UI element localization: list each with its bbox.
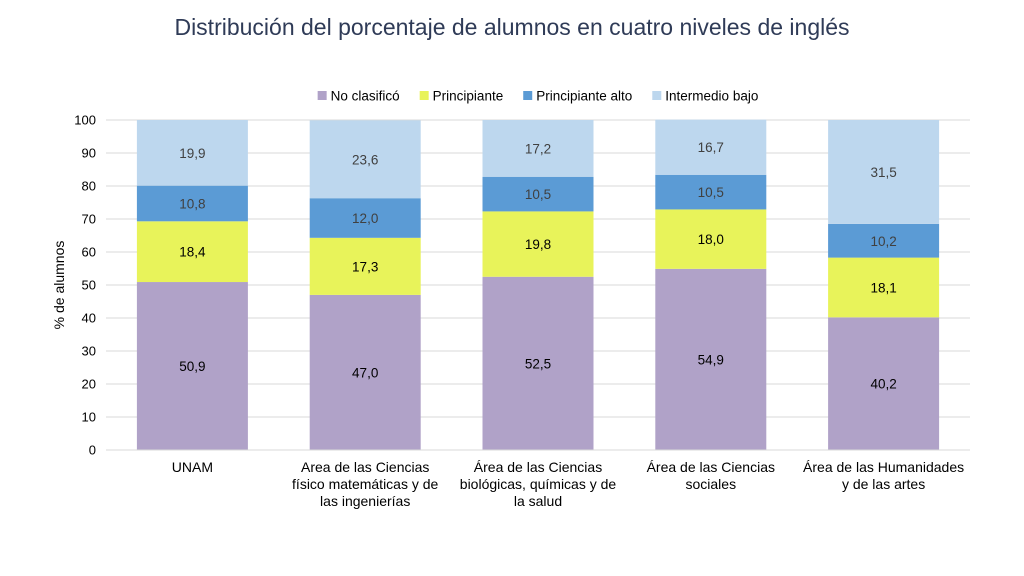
x-tick-label: Área de las Humanidades y de las artes [803, 459, 964, 492]
bar-segment [309, 120, 421, 199]
bar-segment [309, 237, 421, 295]
legend-swatch [523, 91, 533, 100]
bar-segment [482, 276, 594, 450]
bar-segment [655, 209, 767, 269]
y-axis-label: % de alumnos [51, 241, 67, 330]
bar-segment [655, 268, 767, 450]
x-tick-label: Area de las Ciencias físico matemáticas y… [292, 459, 438, 509]
data-label: 23,6 [352, 152, 378, 167]
data-label: 10,5 [698, 185, 724, 200]
bars: 50,9 18,4 10,8 19,9 47,0 17,3 12,0 23,6 52,5 19,8… [136, 119, 940, 450]
data-label: 18,4 [179, 245, 206, 260]
data-label: 19,9 [179, 146, 205, 161]
legend-swatch [419, 91, 429, 100]
bar-segment [655, 174, 767, 210]
x-tick-label: UNAM [172, 459, 213, 475]
data-label: 10,2 [870, 234, 896, 249]
bar-segment [828, 223, 940, 258]
legend: No clasificó Principiante Principiante alt… [317, 89, 758, 104]
legend-label: Principiante [433, 89, 504, 104]
legend-swatch [652, 91, 662, 100]
data-label: 47,0 [352, 365, 378, 380]
bar-segment [309, 294, 421, 450]
data-label: 18,0 [698, 232, 724, 247]
bar-segment [136, 282, 248, 450]
data-label: 10,8 [179, 196, 205, 211]
bar-segment [828, 120, 940, 224]
data-label: 10,5 [525, 187, 551, 202]
data-label: 40,2 [870, 377, 896, 392]
y-tick-label: 50 [82, 278, 96, 293]
bar-segment [136, 185, 248, 222]
bar-segment [136, 221, 248, 283]
bar-segment [828, 317, 940, 450]
y-tick-label: 30 [82, 344, 96, 359]
data-label: 31,5 [870, 165, 896, 180]
data-label: 18,1 [870, 280, 896, 295]
data-label: 52,5 [525, 356, 551, 371]
y-tick-label: 20 [82, 377, 96, 392]
bar-segment [136, 120, 248, 186]
bar-segment [482, 176, 594, 212]
y-tick-label: 70 [82, 212, 96, 227]
x-tick-label: Área de las Ciencias biológicas, químicas… [460, 459, 617, 509]
bar-segment [655, 119, 767, 175]
y-tick-label: 40 [82, 311, 96, 326]
y-tick-label: 10 [82, 410, 96, 425]
data-label: 12,0 [352, 211, 378, 226]
bar-segment [482, 120, 594, 177]
data-label: 17,2 [525, 141, 551, 156]
data-label: 19,8 [525, 237, 551, 252]
y-tick-label: 0 [89, 443, 96, 458]
legend-swatch [317, 91, 327, 100]
data-label: 16,7 [698, 140, 724, 155]
data-label: 54,9 [698, 352, 724, 367]
bar-segment [482, 211, 594, 277]
chart-title: Distribución del porcentaje de alumnos e… [174, 14, 850, 40]
y-tick-label: 60 [82, 245, 96, 260]
y-axis: 0 10 20 30 40 50 60 70 80 90 100 [74, 113, 96, 458]
data-label: 17,3 [352, 259, 378, 274]
data-label: 50,9 [179, 359, 205, 374]
legend-label: Intermedio bajo [665, 89, 758, 104]
bar-segment [828, 257, 940, 318]
x-axis: UNAM Area de las Ciencias físico matemátic… [106, 449, 970, 509]
legend-label: Principiante alto [536, 89, 632, 104]
y-tick-label: 100 [74, 113, 96, 128]
bar-segment [309, 198, 421, 238]
y-tick-label: 90 [82, 146, 96, 161]
x-tick-label: Área de las Ciencias sociales [647, 459, 775, 492]
legend-label: No clasificó [331, 89, 400, 104]
y-tick-label: 80 [82, 179, 96, 194]
